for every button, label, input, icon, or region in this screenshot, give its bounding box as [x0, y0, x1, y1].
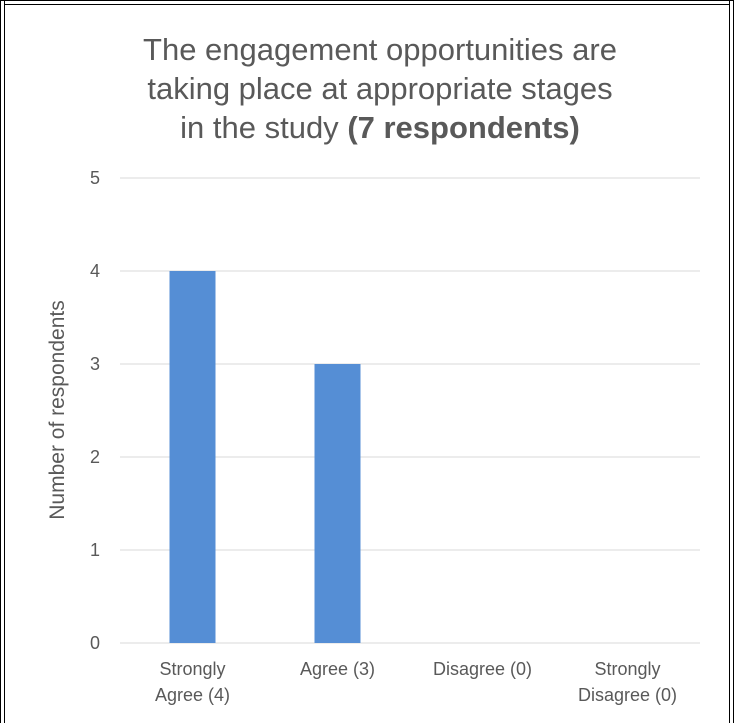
x-tick-label-2-line-1: Agree (3)	[300, 659, 375, 679]
y-tick-label-1: 1	[90, 540, 100, 560]
chart-title-line-3: in the study (7 respondents)	[60, 108, 700, 147]
x-tick-label-4-line-1: Strongly	[594, 659, 660, 679]
y-tick-label-5: 5	[90, 168, 100, 188]
y-tick-label-3: 3	[90, 354, 100, 374]
chart-title-line-3-text: in the study	[180, 110, 339, 145]
x-tick-label-3-line-1: Disagree (0)	[433, 659, 532, 679]
y-tick-label-2: 2	[90, 447, 100, 467]
chart-title-respondents: (7 respondents)	[347, 110, 580, 145]
frame-top-rule	[4, 4, 729, 5]
bar-2	[314, 364, 361, 643]
x-tick-label-1-line-1: Strongly	[159, 659, 225, 679]
frame-right-rule	[729, 0, 730, 723]
frame-left-rule	[4, 0, 5, 723]
bar-1	[169, 271, 216, 643]
x-tick-label-1-line-2: Agree (4)	[155, 685, 230, 705]
y-tick-label-4: 4	[90, 261, 100, 281]
chart-title-line-1: The engagement opportunities are	[143, 32, 617, 67]
chart-title-line-2: taking place at appropriate stages	[147, 71, 613, 106]
y-tick-label-0: 0	[90, 633, 100, 653]
chart-title: The engagement opportunities are taking …	[60, 30, 700, 147]
x-tick-label-4-line-2: Disagree (0)	[578, 685, 677, 705]
